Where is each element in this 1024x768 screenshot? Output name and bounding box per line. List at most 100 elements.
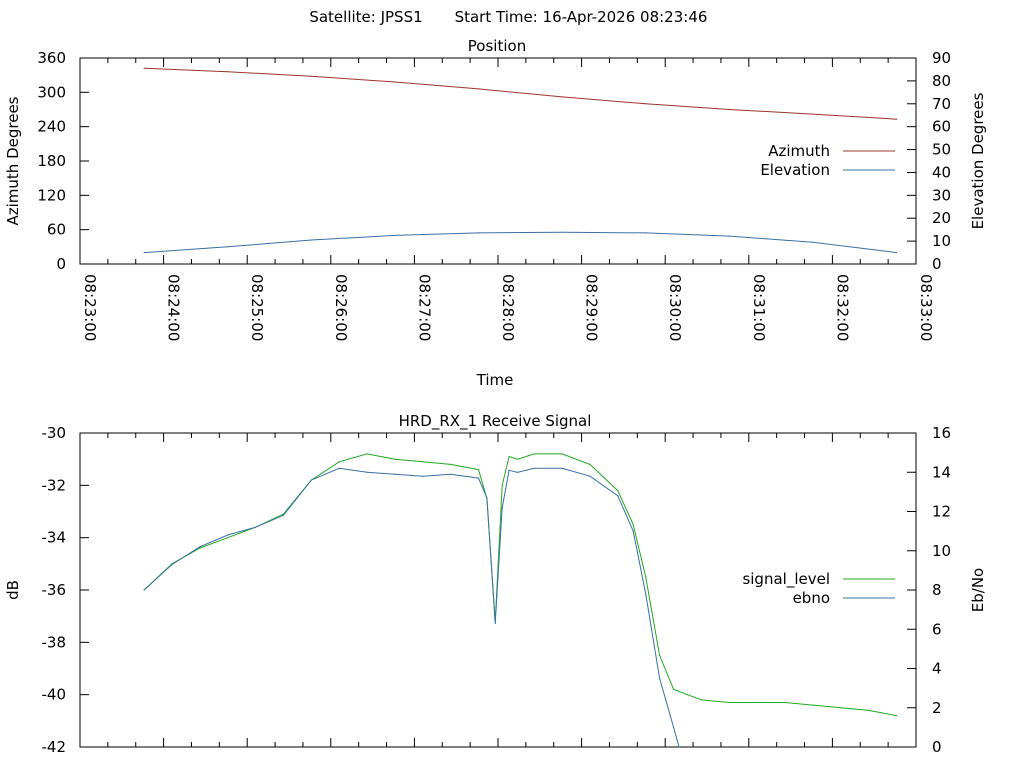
- signal-y2-axis-label: Eb/No: [969, 568, 987, 612]
- data-point: [199, 546, 201, 548]
- y2-tick-label: 6: [932, 620, 942, 638]
- data-point: [477, 88, 480, 90]
- data-point: [533, 453, 535, 455]
- x-tick-label: 08:31:00: [750, 274, 768, 341]
- position-chart: Position Time Azimuth Degrees Elevation …: [4, 37, 987, 389]
- series-line-ebno: [143, 467, 680, 748]
- data-point: [394, 81, 396, 83]
- data-point: [784, 701, 786, 704]
- x-tick-label: 08:32:00: [833, 274, 851, 341]
- position-y2-axis-label: Elevation Degrees: [969, 92, 987, 229]
- data-point: [589, 463, 591, 465]
- data-point: [868, 709, 870, 711]
- start-time-label: Start Time: 16-Apr-2026 08:23:46: [455, 8, 708, 26]
- data-point: [645, 103, 647, 105]
- data-point: [310, 479, 312, 481]
- data-point: [394, 234, 396, 236]
- data-point: [394, 458, 396, 460]
- data-point: [895, 251, 898, 254]
- data-point: [672, 726, 675, 728]
- data-point: [686, 694, 689, 696]
- data-point: [422, 461, 424, 463]
- y-tick-label: 120: [37, 186, 66, 204]
- data-point: [199, 547, 201, 549]
- signal-chart-title: HRD_RX_1 Receive Signal: [399, 412, 592, 431]
- legend-label: ebno: [793, 589, 830, 607]
- data-point: [678, 746, 680, 748]
- data-point: [422, 475, 424, 477]
- signal-y-axis-label: dB: [4, 580, 22, 600]
- data-point: [477, 232, 480, 234]
- data-point: [486, 497, 488, 499]
- y-tick-label: 0: [56, 255, 66, 273]
- y2-tick-label: 60: [932, 118, 951, 136]
- data-point: [561, 231, 563, 233]
- data-point: [728, 108, 730, 111]
- y-tick-label: 240: [37, 118, 66, 136]
- y2-tick-label: 8: [932, 581, 942, 599]
- x-tick-label: 08:23:00: [81, 274, 99, 341]
- y-tick-label: -42: [42, 738, 67, 756]
- y2-tick-label: 70: [932, 95, 951, 113]
- data-point: [501, 484, 503, 486]
- y2-tick-label: 80: [932, 72, 951, 90]
- data-point: [617, 489, 619, 492]
- position-x-axis-label: Time: [476, 371, 514, 389]
- data-point: [756, 701, 758, 704]
- position-chart-title: Position: [468, 37, 526, 55]
- data-point: [310, 75, 312, 77]
- y2-tick-label: 90: [932, 49, 951, 67]
- series-line-elevation: [144, 231, 897, 254]
- data-point: [171, 563, 173, 566]
- y-tick-label: 300: [37, 83, 66, 101]
- data-point: [450, 463, 452, 465]
- data-point: [561, 453, 563, 455]
- y2-tick-label: 0: [932, 255, 942, 273]
- legend-label: signal_level: [742, 570, 830, 589]
- data-point: [394, 473, 396, 475]
- signal-chart: HRD_RX_1 Receive Signal dB Eb/No -30 -32 -…: [4, 412, 987, 756]
- data-point: [143, 251, 145, 254]
- data-point: [632, 523, 634, 526]
- data-point: [589, 475, 591, 477]
- y2-tick-label: 10: [932, 232, 951, 250]
- data-point: [227, 534, 229, 536]
- series-line-azimuth: [144, 67, 897, 120]
- y2-tick-label: 2: [932, 699, 942, 717]
- data-point: [645, 232, 647, 234]
- x-tick-label: 08:26:00: [332, 274, 350, 341]
- data-point: [338, 461, 340, 463]
- data-point: [632, 530, 634, 532]
- data-point: [508, 469, 510, 471]
- data-point: [812, 704, 814, 706]
- data-point: [366, 453, 368, 455]
- position-y-axis-label: Azimuth Degrees: [4, 96, 22, 225]
- data-point: [254, 526, 257, 528]
- y-tick-label: 360: [37, 49, 66, 67]
- y2-tick-label: 12: [932, 503, 951, 521]
- data-point: [143, 67, 145, 69]
- data-point: [227, 71, 229, 73]
- legend-label: Azimuth: [768, 142, 830, 160]
- data-point: [338, 467, 340, 469]
- y-tick-label: -30: [42, 424, 67, 442]
- data-point: [812, 241, 814, 243]
- data-point: [533, 467, 535, 469]
- y2-tick-label: 40: [932, 163, 951, 181]
- signal-plot-frame: [79, 432, 917, 748]
- data-point: [645, 576, 647, 578]
- data-point: [501, 506, 503, 509]
- y2-tick-label: 50: [932, 141, 951, 159]
- data-point: [282, 514, 285, 517]
- x-tick-label: 08:24:00: [165, 274, 183, 341]
- data-point: [310, 239, 312, 241]
- data-point: [700, 699, 703, 701]
- legend-label: Elevation: [760, 161, 830, 179]
- x-tick-label: 08:29:00: [583, 274, 601, 341]
- data-point: [227, 246, 229, 248]
- data-point: [659, 677, 661, 679]
- data-point: [561, 96, 563, 98]
- data-point: [143, 589, 145, 591]
- y2-tick-label: 0: [932, 738, 942, 756]
